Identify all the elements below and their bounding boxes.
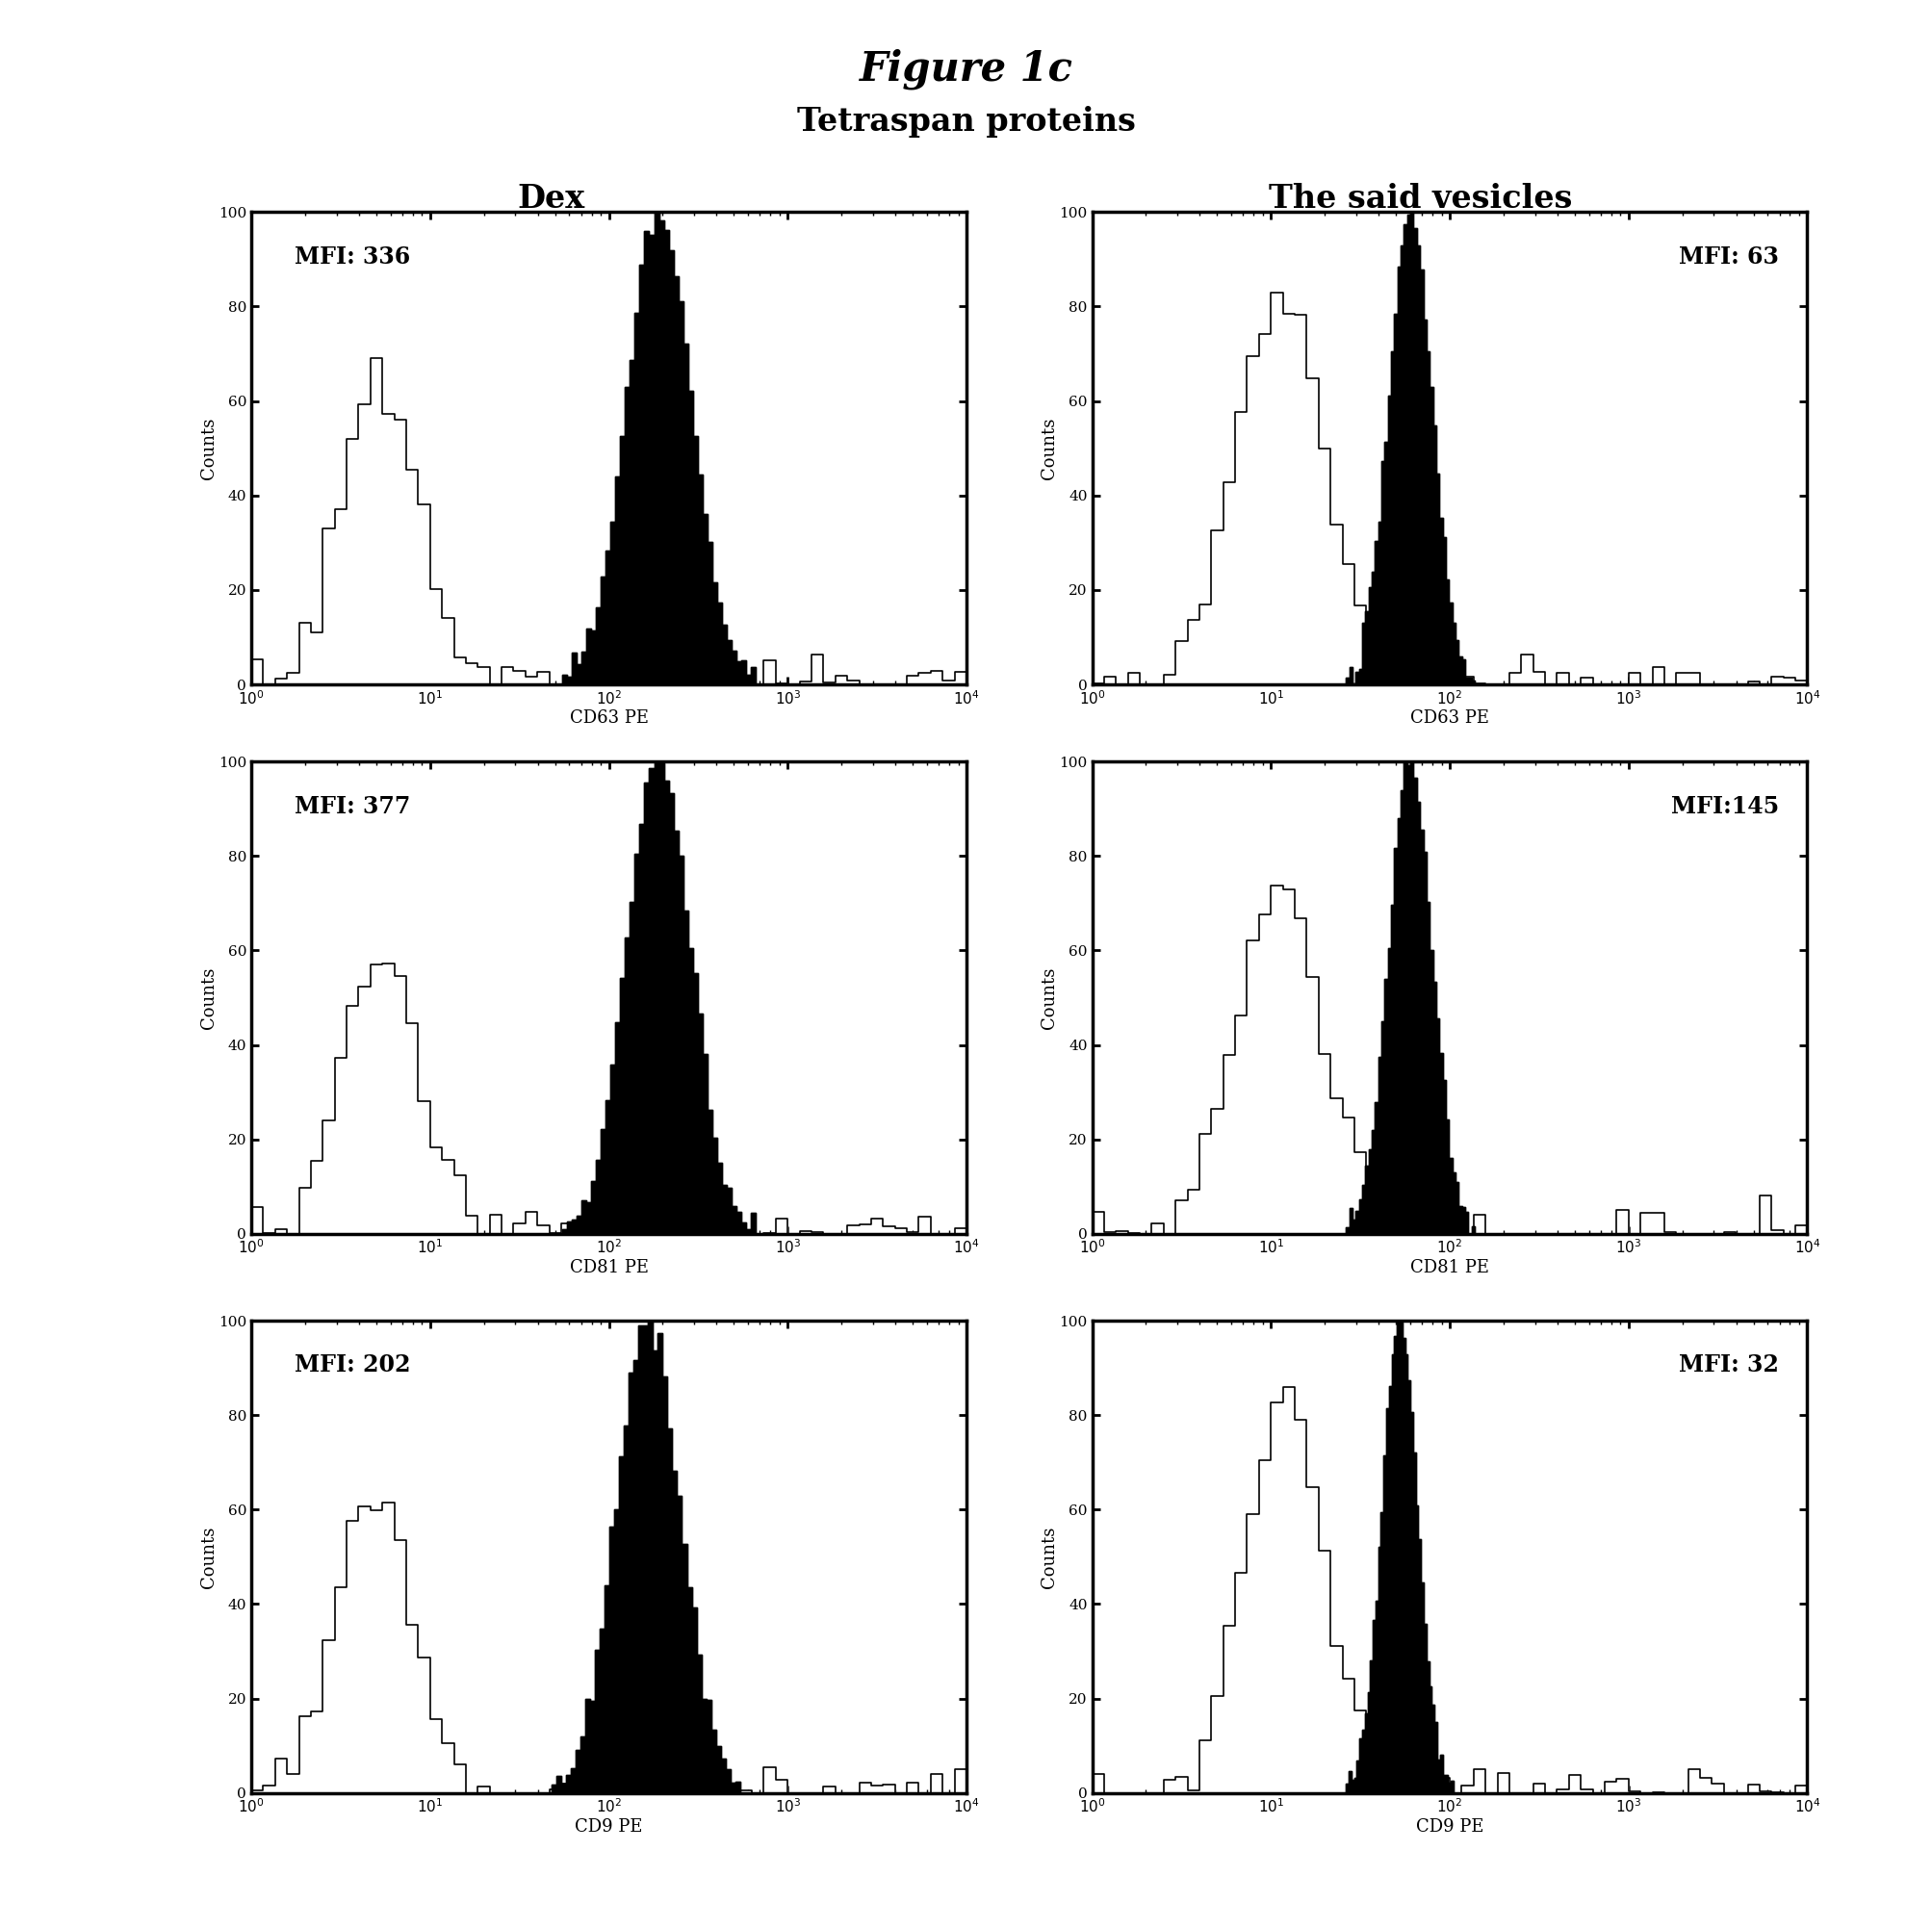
X-axis label: CD81 PE: CD81 PE xyxy=(1410,1259,1488,1276)
Y-axis label: Counts: Counts xyxy=(1039,966,1057,1030)
Y-axis label: Counts: Counts xyxy=(1039,416,1057,480)
Text: MFI: 63: MFI: 63 xyxy=(1677,245,1777,268)
Text: Dex: Dex xyxy=(518,183,583,214)
Text: MFI:145: MFI:145 xyxy=(1669,794,1777,817)
Text: Figure 1c: Figure 1c xyxy=(860,48,1072,89)
X-axis label: CD9 PE: CD9 PE xyxy=(574,1818,643,1835)
X-axis label: CD63 PE: CD63 PE xyxy=(570,710,647,727)
Text: MFI: 202: MFI: 202 xyxy=(294,1353,410,1377)
Y-axis label: Counts: Counts xyxy=(1039,1525,1057,1589)
Text: MFI: 336: MFI: 336 xyxy=(294,245,410,268)
X-axis label: CD63 PE: CD63 PE xyxy=(1410,710,1488,727)
Y-axis label: Counts: Counts xyxy=(199,416,216,480)
Text: MFI: 377: MFI: 377 xyxy=(294,794,410,817)
Text: MFI: 32: MFI: 32 xyxy=(1677,1353,1777,1377)
Text: Tetraspan proteins: Tetraspan proteins xyxy=(796,106,1136,137)
X-axis label: CD81 PE: CD81 PE xyxy=(570,1259,647,1276)
Y-axis label: Counts: Counts xyxy=(199,966,216,1030)
X-axis label: CD9 PE: CD9 PE xyxy=(1414,1818,1484,1835)
Text: The said vesicles: The said vesicles xyxy=(1267,183,1573,214)
Y-axis label: Counts: Counts xyxy=(199,1525,216,1589)
